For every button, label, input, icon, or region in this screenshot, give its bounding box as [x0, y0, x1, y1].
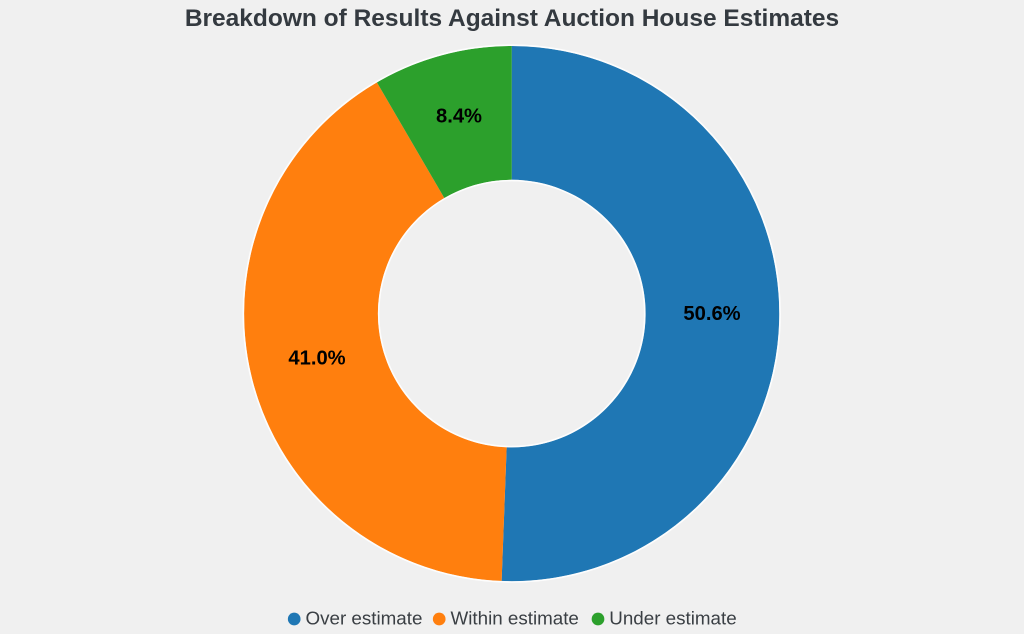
svg-text:Under estimate: Under estimate — [609, 608, 736, 629]
svg-text:Breakdown of Results Against A: Breakdown of Results Against Auction Hou… — [185, 5, 839, 32]
svg-text:Over estimate: Over estimate — [306, 608, 423, 629]
svg-text:8.4%: 8.4% — [436, 105, 482, 127]
svg-text:50.6%: 50.6% — [683, 303, 740, 325]
svg-text:41.0%: 41.0% — [288, 348, 345, 370]
svg-text:Within estimate: Within estimate — [451, 608, 579, 629]
